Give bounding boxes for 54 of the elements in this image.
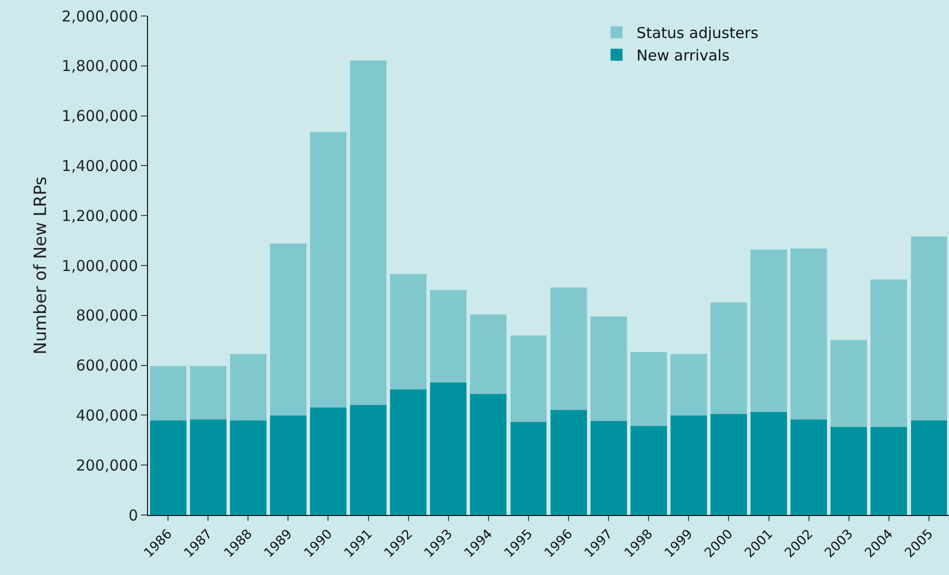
bar	[750, 249, 787, 412]
bar	[510, 335, 547, 422]
bar	[230, 354, 266, 421]
bar	[550, 410, 587, 515]
y-tick-label: 1,200,000	[62, 206, 138, 225]
y-axis-title: Number of New LRPs	[31, 176, 52, 355]
bar	[870, 426, 908, 515]
y-tick-label: 1,800,000	[62, 57, 138, 76]
bar	[510, 422, 547, 515]
bar	[310, 132, 346, 408]
bar	[590, 316, 627, 422]
bar	[190, 419, 226, 515]
bar	[230, 420, 266, 515]
bar	[590, 421, 627, 515]
bar	[270, 415, 306, 515]
bar	[630, 426, 667, 515]
bar	[670, 354, 707, 416]
y-tick-label: 200,000	[76, 456, 138, 474]
legend-label: New arrivals	[636, 46, 730, 65]
bar	[430, 290, 467, 382]
y-tick-label: 0	[128, 506, 138, 524]
bar	[670, 415, 707, 515]
y-tick-label: 800,000	[76, 306, 138, 325]
bar	[150, 366, 186, 421]
y-tick-label: 1,400,000	[62, 156, 138, 175]
bar	[390, 274, 427, 390]
bar	[310, 407, 346, 515]
y-tick-label: 1,000,000	[62, 256, 138, 275]
y-tick-label: 600,000	[76, 356, 138, 375]
bar	[190, 366, 226, 420]
bar	[910, 420, 948, 515]
bar	[470, 394, 507, 515]
bar	[790, 248, 828, 420]
bar	[790, 419, 828, 515]
bar	[430, 382, 467, 515]
bar	[150, 420, 186, 515]
bar	[350, 60, 386, 406]
bar	[390, 390, 427, 515]
bar	[630, 352, 667, 426]
bar	[830, 426, 868, 515]
y-tick-label: 400,000	[76, 406, 138, 424]
y-tick-label: 2,000,000	[62, 7, 138, 26]
bar	[550, 288, 587, 410]
bar	[830, 340, 868, 427]
bar	[710, 302, 747, 414]
bar	[270, 244, 306, 416]
bar	[350, 405, 386, 515]
bar	[750, 412, 787, 515]
bar	[870, 280, 908, 427]
bar	[470, 314, 507, 394]
y-tick-label: 1,600,000	[62, 107, 138, 126]
legend-label: Status adjusters	[636, 24, 759, 42]
bar	[710, 414, 747, 515]
bar	[910, 236, 948, 420]
